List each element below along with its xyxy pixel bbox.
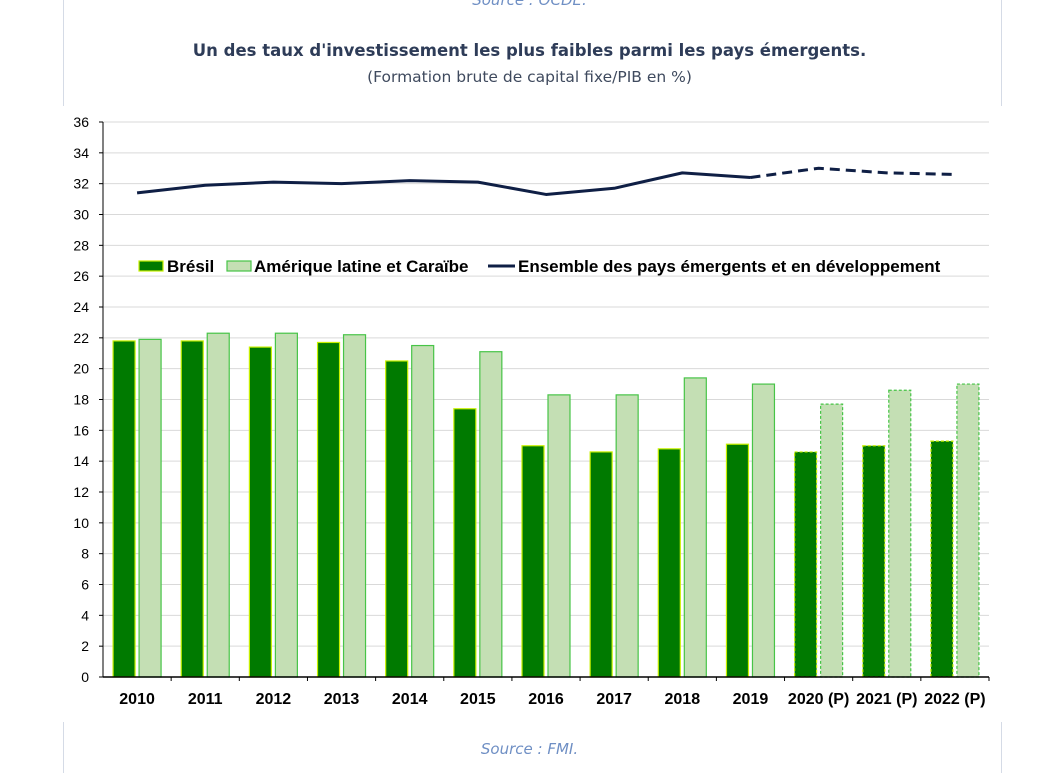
x-tick-label: 2016 xyxy=(528,691,564,708)
bar-bresil-2016 xyxy=(521,445,545,678)
bars xyxy=(112,332,980,678)
x-tick-label: 2013 xyxy=(324,691,360,708)
legend-label-bresil: Brésil xyxy=(167,257,214,276)
bar-bresil-2017 xyxy=(589,451,613,678)
line-series xyxy=(136,166,955,196)
y-tick-label: 32 xyxy=(73,176,89,192)
y-tick-label: 20 xyxy=(73,361,89,377)
bar-amerique-2019 xyxy=(751,383,776,678)
bar-amerique-2017 xyxy=(615,394,639,678)
footer-source-note: Source : FMI. xyxy=(480,740,579,758)
frame-left-top xyxy=(63,0,64,106)
y-tick-label: 6 xyxy=(81,577,89,593)
y-tick-label: 12 xyxy=(73,484,89,500)
bar-amerique-2016 xyxy=(547,394,571,678)
bar-bresil-2010 xyxy=(112,340,136,678)
legend: Brésil Amérique latine et Caraïbe Ensemb… xyxy=(138,257,941,276)
y-tick-label: 36 xyxy=(73,114,89,130)
y-tick-label: 34 xyxy=(73,145,89,161)
bar-amerique-2010 xyxy=(138,338,162,678)
bar-bresil-2021 xyxy=(862,445,886,678)
x-tick-label: 2022 (P) xyxy=(924,691,985,708)
x-tick-label: 2019 xyxy=(733,691,769,708)
legend-swatch-amerique xyxy=(226,260,252,272)
y-tick-label: 22 xyxy=(73,330,89,346)
y-tick-label: 8 xyxy=(81,546,89,562)
bar-bresil-2018 xyxy=(657,448,681,678)
bar-bresil-2020 xyxy=(794,451,818,678)
bar-amerique-2018 xyxy=(683,377,707,678)
bar-bresil-2015 xyxy=(453,408,477,678)
x-tick-label: 2012 xyxy=(256,691,292,708)
legend-label-amerique: Amérique latine et Caraïbe xyxy=(254,257,468,276)
x-tick-label: 2015 xyxy=(460,691,496,708)
y-tick-label: 28 xyxy=(73,237,89,253)
y-tick-label: 0 xyxy=(81,669,89,685)
y-tick-label: 30 xyxy=(73,207,89,223)
bar-bresil-2013 xyxy=(316,341,341,678)
bar-bresil-2014 xyxy=(385,360,409,678)
y-tick-label: 16 xyxy=(73,422,89,438)
bar-amerique-2015 xyxy=(479,351,503,678)
y-tick-label: 26 xyxy=(73,268,89,284)
line-ensemble-projected xyxy=(750,166,955,179)
legend-swatch-bresil xyxy=(138,260,164,272)
gridlines xyxy=(103,121,989,647)
x-tick-label: 2021 (P) xyxy=(856,691,917,708)
y-tick-label: 4 xyxy=(81,607,89,623)
y-tick-label: 18 xyxy=(73,392,89,408)
frame-right-bottom xyxy=(1001,722,1002,773)
line-ensemble-actual xyxy=(136,171,751,196)
x-tick-label: 2017 xyxy=(596,691,632,708)
chart-title: Un des taux d'investissement les plus fa… xyxy=(192,41,867,60)
bar-amerique-2022 xyxy=(956,383,980,678)
bar-amerique-2021 xyxy=(888,389,912,678)
y-tick-label: 24 xyxy=(73,299,89,315)
bar-bresil-2022 xyxy=(930,440,954,678)
x-tick-label: 2010 xyxy=(119,691,155,708)
x-tick-label: 2020 (P) xyxy=(788,691,849,708)
bar-amerique-2020 xyxy=(820,403,844,678)
bar-bresil-2011 xyxy=(180,340,204,678)
bar-amerique-2013 xyxy=(342,334,367,678)
frame-right-top xyxy=(1001,0,1002,106)
x-tick-label: 2018 xyxy=(665,691,701,708)
bar-bresil-2012 xyxy=(248,346,272,678)
chart-subtitle: (Formation brute de capital fixe/PIB en … xyxy=(367,68,692,86)
bar-bresil-2019 xyxy=(725,443,750,678)
bar-amerique-2014 xyxy=(411,344,435,678)
y-tick-label: 2 xyxy=(81,638,89,654)
top-source-note: Source : OCDE. xyxy=(472,0,587,9)
x-tick-label: 2014 xyxy=(392,691,428,708)
frame-left-bottom xyxy=(63,722,64,773)
legend-label-ensemble: Ensemble des pays émergents et en dévelo… xyxy=(518,257,941,276)
x-tick-label: 2011 xyxy=(188,691,223,708)
y-tick-label: 10 xyxy=(73,515,89,531)
y-tick-label: 14 xyxy=(73,453,89,469)
bar-amerique-2012 xyxy=(274,332,298,678)
bar-amerique-2011 xyxy=(206,332,230,678)
